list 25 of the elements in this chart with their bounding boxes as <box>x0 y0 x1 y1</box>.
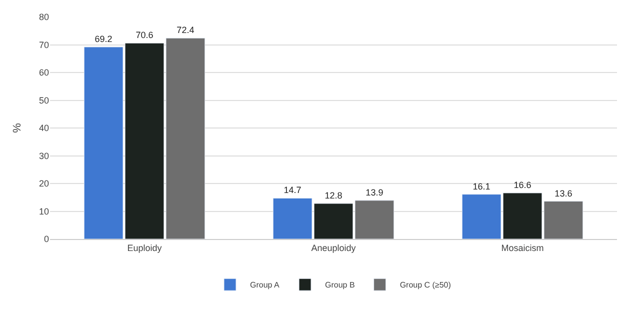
data-label: 70.6 <box>136 30 154 40</box>
y-tick-label: 70 <box>38 40 49 50</box>
data-label: 12.8 <box>324 190 342 200</box>
data-label: 69.2 <box>94 34 112 44</box>
y-axis-title: % <box>12 122 24 133</box>
data-label: 16.6 <box>514 180 532 190</box>
y-tick-label: 10 <box>38 206 49 216</box>
y-tick-label: 20 <box>38 178 49 189</box>
legend-label: Group A <box>250 280 280 290</box>
data-label: 13.9 <box>366 187 384 198</box>
legend-label: Group B <box>325 280 355 290</box>
y-tick-label: 40 <box>38 123 49 134</box>
x-tick-label: Euploidy <box>127 242 162 253</box>
y-tick-label: 60 <box>38 68 49 78</box>
legend-label: Group C (≥50) <box>400 280 452 290</box>
y-tick-label: 80 <box>38 12 49 22</box>
y-tick-label: 30 <box>38 150 49 161</box>
y-tick-label: 0 <box>44 234 49 244</box>
data-label: 72.4 <box>176 25 194 36</box>
x-tick-label: Aneuploidy <box>311 242 356 253</box>
data-label: 14.7 <box>284 185 302 196</box>
data-label: 13.6 <box>554 188 572 198</box>
x-tick-label: Mosaicism <box>501 242 544 253</box>
data-label: 16.1 <box>472 181 490 192</box>
y-tick-label: 50 <box>38 95 49 106</box>
